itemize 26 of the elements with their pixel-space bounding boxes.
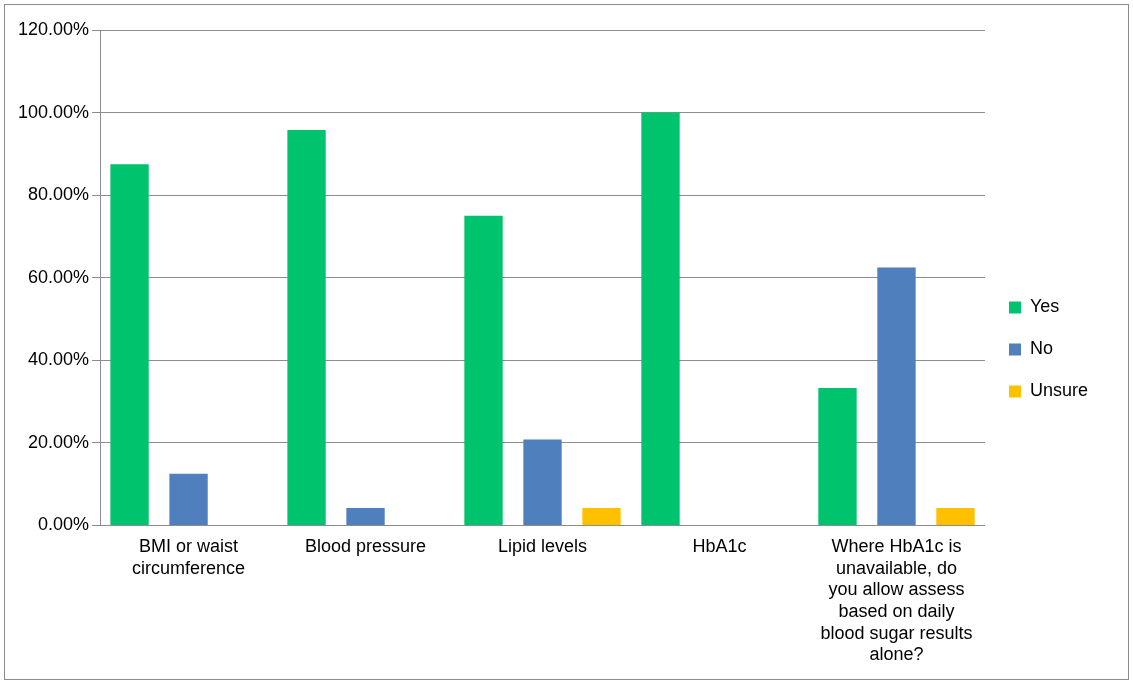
bar: [877, 267, 916, 525]
legend-label: Yes: [1029, 296, 1060, 317]
y-tick-label: 0.00%: [38, 514, 90, 535]
bar: [110, 164, 149, 525]
legend-label: No: [1029, 338, 1053, 359]
y-tick-label: 60.00%: [28, 266, 90, 287]
bar: [464, 215, 503, 525]
bar: [936, 508, 975, 525]
x-tick-label: Blood pressure: [305, 536, 427, 557]
bar: [818, 387, 857, 525]
bar: [287, 129, 326, 525]
legend-label: Unsure: [1029, 380, 1089, 401]
y-tick-label: 120.00%: [18, 18, 90, 39]
y-tick-label: 100.00%: [18, 101, 90, 122]
bar: [169, 473, 208, 525]
y-tick-label: 40.00%: [28, 349, 90, 370]
x-tick-label: BMI or waist circumference: [132, 536, 246, 578]
bar: [346, 508, 385, 525]
y-tick-label: 20.00%: [28, 431, 90, 452]
x-tick-label: Lipid levels: [497, 536, 588, 557]
x-tick-label: HbA1c: [692, 536, 747, 557]
bar: [582, 508, 621, 525]
bar: [641, 112, 680, 525]
x-tick-label: Where HbA1c is unavailable, do you allow assess based on daily blood sugar results alone?: [820, 536, 973, 665]
y-tick-label: 80.00%: [28, 184, 90, 205]
bar: [523, 439, 562, 525]
